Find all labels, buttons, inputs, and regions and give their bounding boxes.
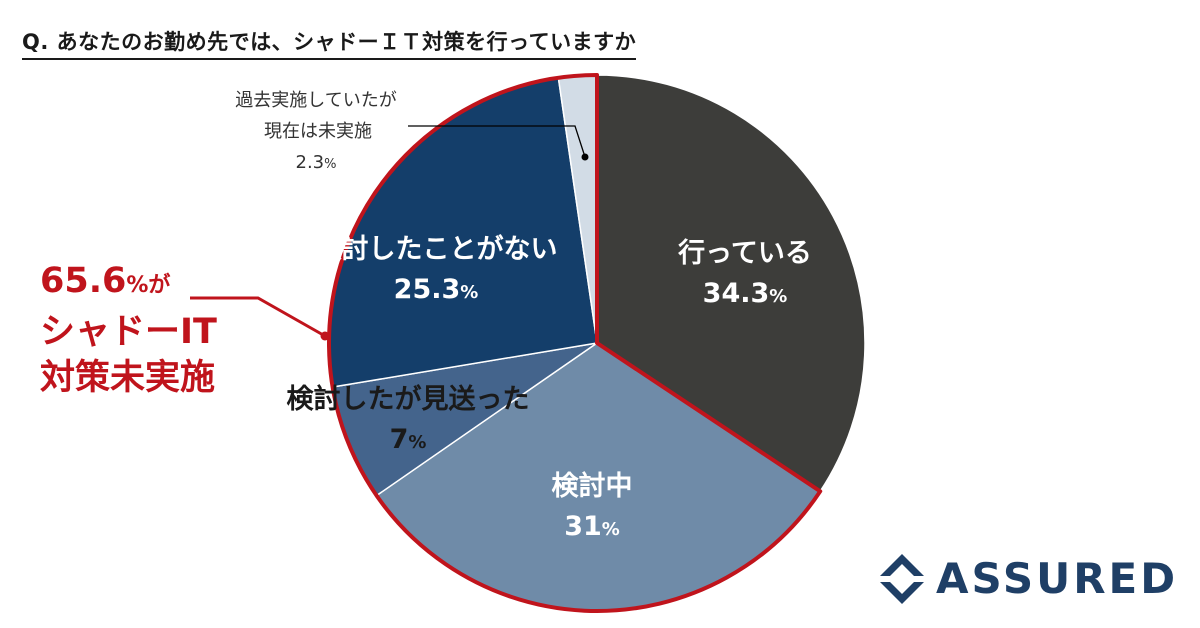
slice-label-name: 検討したことがない: [315, 233, 558, 265]
callout-text: 65.6%が シャドーIT 対策未実施: [40, 258, 217, 401]
slice-label-value: 25.3%: [394, 274, 479, 305]
slice-labels: 行っている 34.3% 検討中 31% 検討したが見送った 7% 検討したことがない 25.3…: [235, 90, 812, 542]
callout-value: 65.6: [40, 261, 127, 301]
assured-logo: ASSURED: [872, 548, 1182, 608]
slice-label-value: 34.3%: [703, 278, 788, 309]
highlight-outline: [327, 73, 823, 613]
slice-label-value: 7%: [390, 424, 427, 455]
small-slice-label-line: 過去実施していたが: [235, 90, 396, 111]
slice-label-name: 検討中: [552, 470, 633, 502]
small-slice-leader-line: [408, 125, 586, 158]
callout-line2: シャドーIT: [40, 312, 217, 352]
callout-suffix: %が: [126, 273, 171, 298]
callout-line3: 対策未実施: [40, 358, 216, 398]
question-title: Q. あなたのお勤め先では、シャドーＩＴ対策を行っていますか: [22, 26, 637, 60]
slice-label-value: 31%: [564, 511, 620, 542]
logo-text: ASSURED: [936, 554, 1179, 603]
small-slice-label-line: 現在は未実施: [264, 121, 372, 142]
callout-leader-line: [190, 296, 326, 338]
small-slice-label-value: 2.3%: [296, 152, 337, 173]
slice-label-name: 検討したが見送った: [287, 383, 530, 415]
small-slice-leader-dot: [581, 153, 589, 161]
callout-leader-dot: [320, 331, 330, 341]
slice-label-name: 行っている: [677, 237, 812, 269]
logo-mark-icon: [880, 554, 924, 604]
